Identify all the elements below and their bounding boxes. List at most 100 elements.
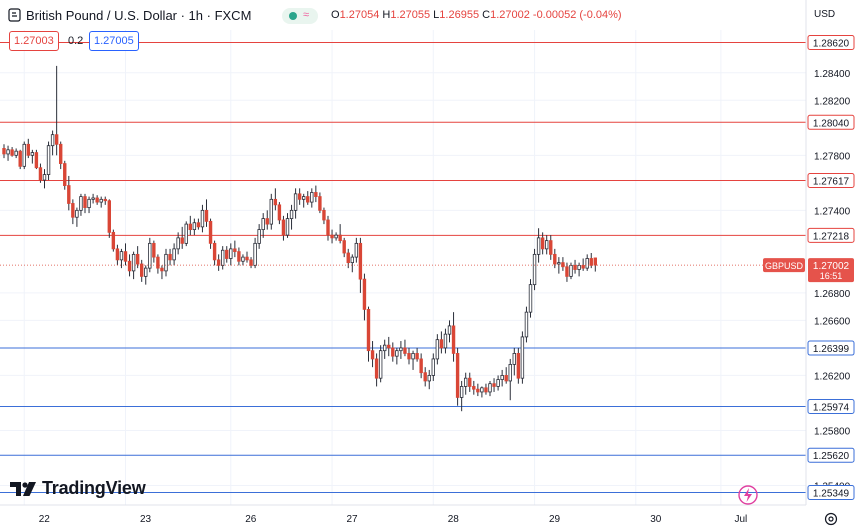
candle-body-down bbox=[322, 209, 326, 221]
settings-icon[interactable] bbox=[824, 512, 838, 526]
candle-body-down bbox=[135, 253, 140, 265]
candle bbox=[532, 248, 537, 291]
candle bbox=[289, 204, 294, 230]
candle-body-up bbox=[131, 253, 136, 272]
sell-button[interactable]: 1.27003 bbox=[9, 31, 59, 51]
candle-body-up bbox=[148, 242, 152, 269]
candle bbox=[87, 196, 91, 214]
candle bbox=[520, 331, 525, 384]
candle bbox=[435, 334, 440, 365]
level-tag-box bbox=[807, 172, 855, 188]
candle-body-up bbox=[354, 242, 359, 258]
candle bbox=[524, 306, 529, 343]
symbol-title[interactable]: British Pound / U.S. Dollar · 1h · FXCM bbox=[26, 8, 252, 23]
candle bbox=[350, 254, 354, 273]
time-axis[interactable]: 22 23 26 27 28 29 30 Jul bbox=[0, 504, 806, 529]
candle bbox=[484, 383, 488, 395]
candle bbox=[285, 213, 290, 238]
back-arrow-icon[interactable] bbox=[8, 8, 21, 22]
currency-selector[interactable]: USD bbox=[814, 9, 836, 20]
candle-body-down bbox=[318, 196, 322, 211]
candle bbox=[310, 188, 314, 208]
candle bbox=[476, 383, 480, 397]
candle-body-up bbox=[184, 223, 188, 244]
candle-body-down bbox=[342, 240, 346, 254]
candle bbox=[306, 191, 310, 205]
lightning-icon[interactable] bbox=[737, 484, 759, 506]
candle bbox=[164, 248, 168, 277]
candle-body-down bbox=[180, 237, 184, 244]
candle bbox=[273, 188, 278, 211]
buy-button[interactable]: 1.27005 bbox=[89, 31, 139, 51]
candle bbox=[472, 380, 476, 395]
candle-body-up bbox=[447, 325, 452, 335]
candle bbox=[338, 224, 342, 244]
level-tag-box bbox=[807, 447, 855, 463]
candle bbox=[297, 188, 302, 205]
candle bbox=[265, 210, 269, 230]
candle-body-down bbox=[358, 242, 363, 280]
candle bbox=[419, 353, 423, 379]
candle bbox=[593, 257, 597, 272]
candle-body-down bbox=[216, 259, 221, 266]
candle-body-up bbox=[378, 350, 383, 379]
price-tick-label: 1.26800 bbox=[814, 289, 851, 300]
chart-grid bbox=[0, 30, 806, 505]
candle-body-up bbox=[79, 196, 83, 211]
candle-body-up bbox=[569, 264, 573, 277]
candle-body-down bbox=[362, 278, 367, 310]
candle-body-up bbox=[496, 379, 500, 387]
candle-body-down bbox=[233, 248, 237, 253]
level-tag-label: 1.27617 bbox=[813, 176, 850, 187]
candle-body-up bbox=[176, 237, 180, 250]
candle-body-up bbox=[577, 264, 581, 270]
candle bbox=[144, 265, 148, 285]
candle bbox=[480, 386, 484, 398]
candle bbox=[415, 347, 419, 362]
candle bbox=[34, 149, 39, 170]
candle-body-up bbox=[459, 386, 464, 398]
candle-body-down bbox=[111, 231, 116, 250]
candle bbox=[148, 237, 152, 273]
candle-body-up bbox=[545, 240, 549, 250]
candle-body-down bbox=[59, 143, 63, 164]
candle-body-down bbox=[10, 149, 14, 156]
candle bbox=[188, 215, 192, 236]
candle-body-down bbox=[338, 234, 342, 242]
candle bbox=[216, 254, 221, 271]
candle-body-down bbox=[18, 150, 22, 167]
candle-body-down bbox=[370, 350, 375, 360]
candle bbox=[59, 141, 63, 170]
ohlc-open: 1.27054 bbox=[339, 9, 380, 21]
level-tag-box bbox=[807, 114, 855, 130]
candle-body-down bbox=[265, 218, 269, 225]
candle bbox=[395, 347, 399, 365]
candle-body-down bbox=[423, 372, 427, 382]
candle bbox=[115, 244, 120, 266]
candle bbox=[261, 213, 265, 238]
candle bbox=[160, 265, 164, 280]
candle-body-down bbox=[204, 209, 209, 222]
candle bbox=[119, 248, 124, 269]
candle-body-down bbox=[123, 251, 128, 262]
candle bbox=[172, 243, 176, 266]
candle bbox=[512, 347, 516, 376]
candle bbox=[362, 273, 367, 321]
level-tag-box bbox=[807, 485, 855, 501]
candle-body-down bbox=[593, 257, 597, 266]
level-tags: 1.28620 1.28040 1.27617 1.27218 1.26399 1.259… bbox=[807, 35, 855, 501]
level-tag-box bbox=[807, 35, 855, 51]
candle bbox=[528, 279, 533, 318]
candle-body-down bbox=[306, 196, 310, 203]
candle bbox=[468, 372, 472, 392]
candle-body-up bbox=[431, 358, 435, 376]
candle bbox=[10, 147, 14, 157]
candle-body-down bbox=[374, 358, 379, 379]
candle-body-up bbox=[395, 350, 399, 357]
candle-body-up bbox=[257, 229, 261, 244]
candle bbox=[63, 160, 67, 190]
candle-body-up bbox=[289, 209, 294, 220]
candle-body-down bbox=[103, 198, 107, 202]
candle bbox=[366, 306, 371, 362]
